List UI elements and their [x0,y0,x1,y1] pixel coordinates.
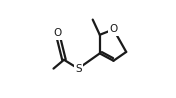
Text: S: S [75,64,81,74]
Text: O: O [53,28,62,38]
Text: O: O [109,24,118,34]
